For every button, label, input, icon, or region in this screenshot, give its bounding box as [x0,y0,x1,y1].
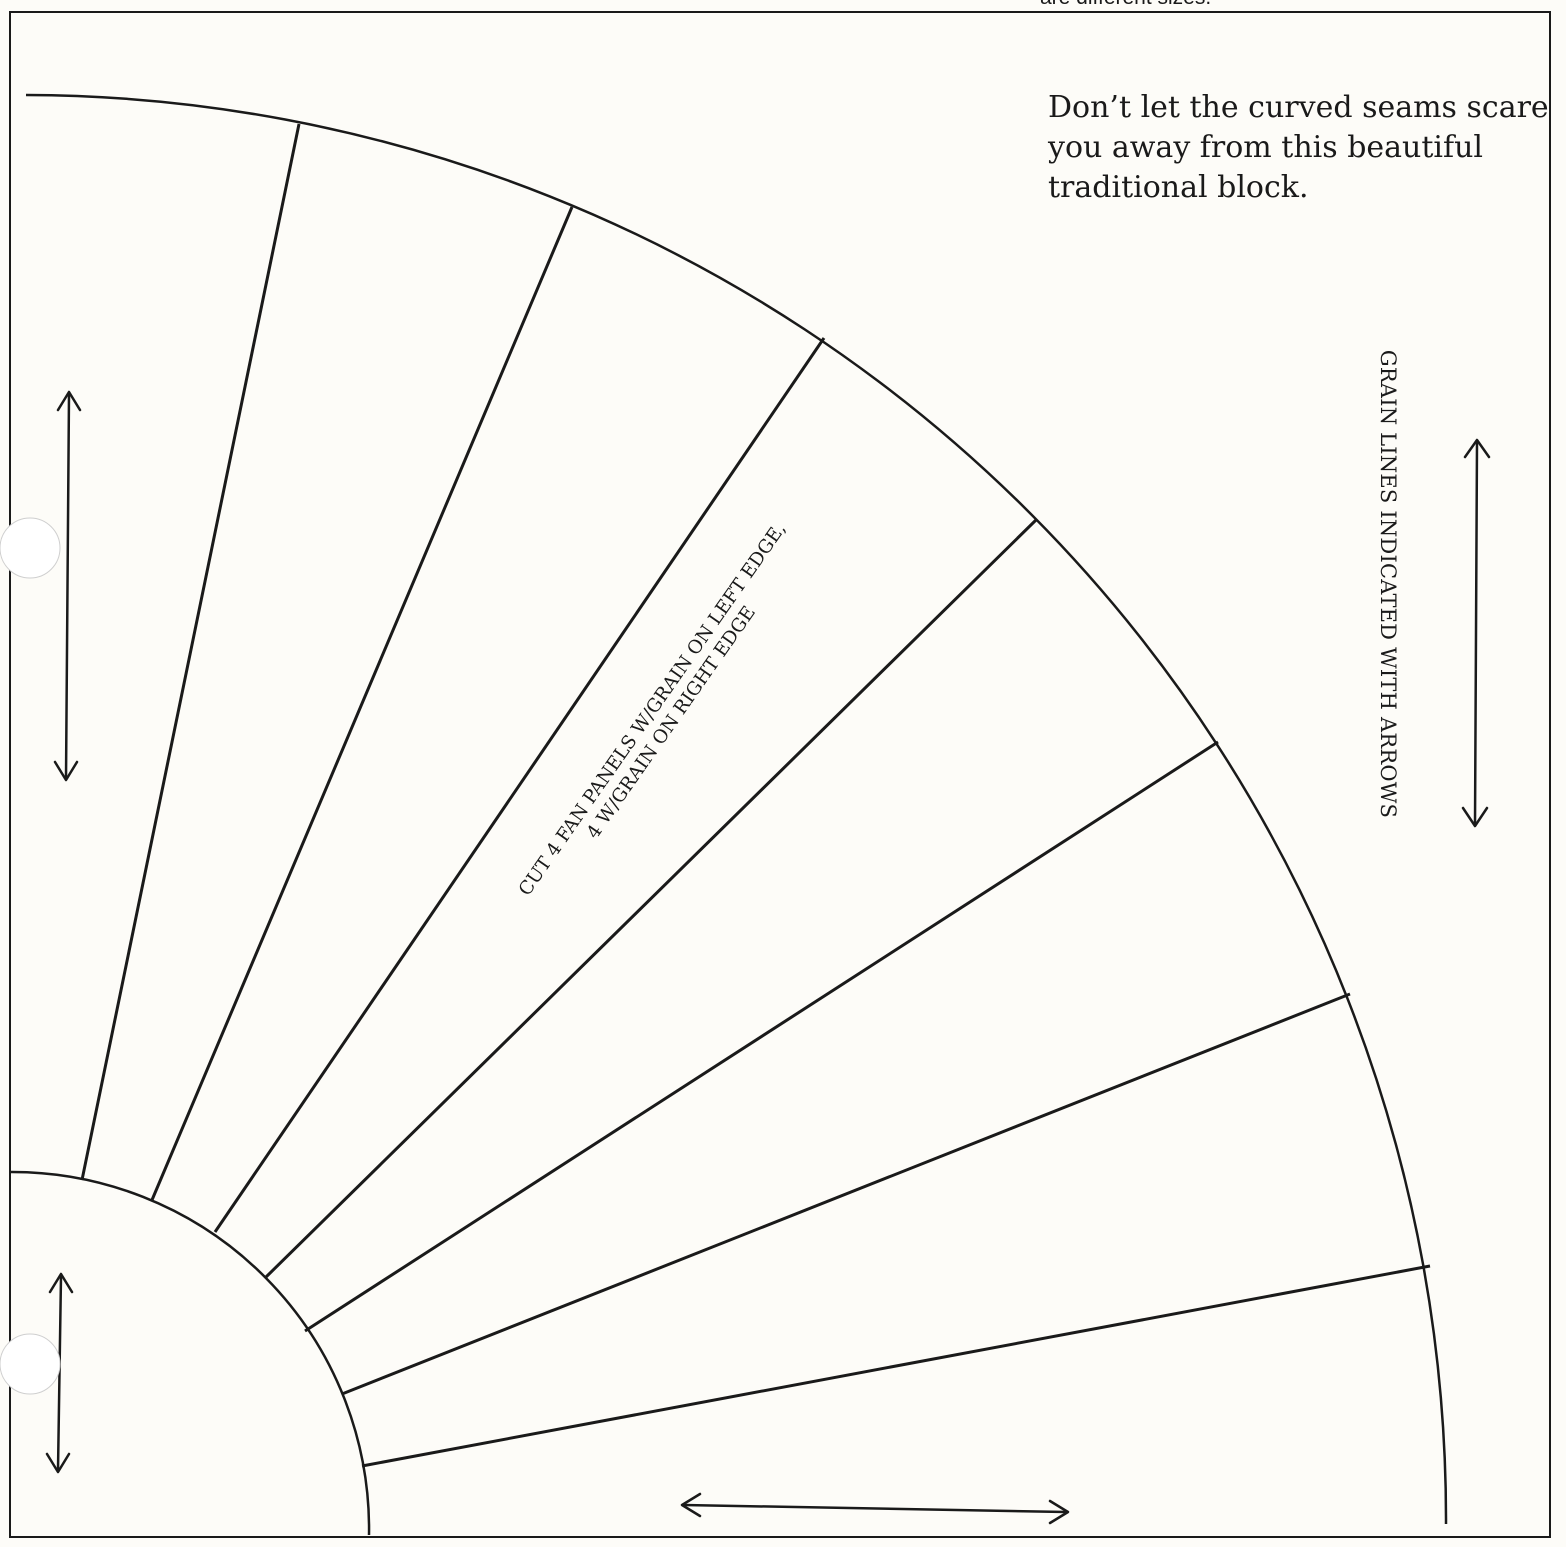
seam-line [80,123,301,1181]
seam-line [361,1264,1431,1468]
intro-line: traditional block. [1048,170,1309,205]
grain-arrow-bottom-panel [680,1492,1070,1525]
seam-line [304,740,1219,1333]
seam-line [341,992,1351,1396]
binder-hole [0,517,61,579]
grain-arrows [45,390,1491,1525]
grain-arrow-right-legend [1461,438,1491,828]
grain-arrow-center-circle [45,1272,74,1474]
intro-line: you away from this beautiful [1048,130,1484,165]
intro-paragraph: Don’t let the curved seams scare you awa… [1048,88,1549,208]
intro-line: Don’t let the curved seams scare [1048,90,1549,125]
fan-panel-seams [80,123,1431,1468]
outer-fan-arc [25,93,1448,1525]
seam-line [150,206,574,1201]
binder-hole [0,1333,61,1395]
grain-arrow-left-panel [53,390,82,782]
inner-quarter-circle [9,1170,371,1536]
top-note-text: are different sizes. [1040,0,1211,10]
binder-holes [0,517,61,1395]
page-border [9,11,1551,1538]
seam-line [263,518,1038,1280]
grain-lines-label: GRAIN LINES INDICATED WITH ARROWS [1376,349,1400,819]
seam-line [213,337,826,1233]
